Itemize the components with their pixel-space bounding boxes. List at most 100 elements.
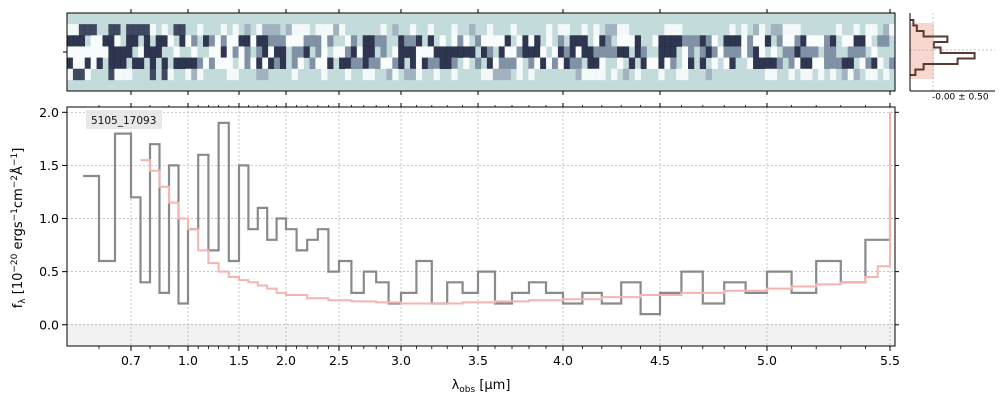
twod-pixel: [528, 68, 535, 81]
twod-pixel: [256, 24, 263, 36]
twod-pixel: [161, 24, 168, 36]
twod-pixel: [297, 57, 304, 70]
twod-pixel: [770, 57, 778, 70]
twod-pixel: [143, 46, 151, 58]
twod-pixel: [688, 35, 695, 47]
twod-pixel: [658, 68, 665, 81]
twod-pixel: [108, 57, 115, 70]
twod-pixel: [392, 24, 399, 36]
twod-pixel: [622, 24, 630, 36]
twod-pixel: [628, 35, 636, 47]
x-axis-label: λobs [µm]: [452, 378, 511, 395]
twod-pixel: [126, 35, 133, 47]
twod-pixel: [114, 35, 121, 47]
twod-pixel: [581, 68, 588, 81]
twod-pixel: [137, 46, 145, 58]
twod-pixel: [682, 46, 689, 58]
twod-pixel: [72, 35, 80, 47]
twod-pixel: [78, 24, 86, 36]
twod-pixel: [67, 68, 74, 81]
twod-pixel: [741, 46, 748, 58]
twod-pixel: [587, 57, 594, 70]
twod-pixel: [208, 57, 216, 70]
twod-pixel: [380, 35, 387, 47]
twod-pixel: [262, 46, 269, 58]
twod-pixel: [309, 35, 316, 47]
twod-pixel: [374, 57, 381, 70]
twod-pixel: [149, 46, 157, 58]
twod-pixel: [291, 24, 298, 36]
twod-pixel: [516, 35, 523, 47]
twod-pixel: [339, 24, 346, 36]
twod-pixel: [883, 24, 890, 36]
twod-pixel: [753, 57, 760, 70]
twod-pixel: [824, 57, 831, 70]
twod-pixel: [203, 35, 210, 47]
twod-pixel: [350, 35, 358, 47]
twod-pixel: [132, 24, 139, 36]
twod-pixel: [587, 46, 594, 58]
twod-pixel: [120, 46, 127, 58]
twod-pixel: [451, 68, 458, 81]
twod-pixel: [705, 35, 712, 47]
twod-pixel: [368, 68, 375, 81]
twod-pixel: [262, 24, 269, 36]
twod-pixel: [865, 24, 872, 36]
twod-pixel: [540, 46, 547, 58]
twod-pixel: [344, 35, 352, 47]
zero-band: [67, 324, 895, 346]
twod-pixel: [463, 35, 470, 47]
twod-pixel: [699, 46, 707, 58]
twod-pixel: [753, 35, 760, 47]
twod-pixel: [770, 24, 778, 36]
twod-pixel: [333, 24, 340, 36]
spectrum-series: [83, 112, 892, 316]
twod-pixel: [161, 57, 168, 70]
twod-pixel: [640, 57, 647, 70]
twod-pixel: [504, 68, 511, 81]
twod-pixel: [262, 68, 269, 81]
twod-pixel: [303, 24, 310, 36]
twod-pixel: [197, 57, 204, 70]
twod-pixel: [729, 57, 736, 70]
twod-pixel: [84, 68, 91, 81]
twod-pixel: [350, 57, 358, 70]
twod-pixel: [344, 68, 352, 81]
twod-panel: [63, 9, 896, 95]
twod-pixel: [439, 57, 446, 70]
twod-pixel: [611, 46, 618, 58]
twod-pixel: [723, 35, 730, 47]
twod-pixel: [841, 35, 848, 47]
twod-pixel: [368, 35, 375, 47]
twod-pixel: [250, 57, 257, 70]
twod-pixel: [208, 35, 216, 47]
twod-pixel: [676, 35, 683, 47]
twod-pixel: [90, 35, 97, 47]
twod-pixel: [794, 46, 801, 58]
twod-pixel: [179, 24, 186, 36]
twod-pixel: [303, 35, 310, 47]
twod-pixel: [741, 35, 748, 47]
twod-pixel: [404, 35, 411, 47]
twod-pixel: [72, 68, 80, 81]
twod-pixel: [362, 68, 369, 81]
twod-pixel: [410, 46, 417, 58]
twod-pixel: [67, 24, 74, 36]
twod-pixel: [285, 24, 293, 36]
twod-pixel: [256, 35, 263, 47]
twod-pixel: [374, 35, 381, 47]
x-tick-label: 4.5: [650, 353, 670, 368]
twod-pixel: [534, 35, 541, 47]
twod-pixel: [729, 24, 736, 36]
twod-pixel: [410, 68, 417, 81]
twod-pixel: [256, 68, 263, 81]
twod-pixel: [617, 57, 624, 70]
twod-pixel: [84, 24, 91, 36]
twod-pixel: [699, 35, 707, 47]
twod-pixel: [421, 57, 429, 70]
twod-pixel: [173, 24, 180, 36]
twod-pixel: [622, 68, 630, 81]
x-tick-label: 0.7: [121, 353, 141, 368]
twod-pixel: [226, 68, 233, 81]
